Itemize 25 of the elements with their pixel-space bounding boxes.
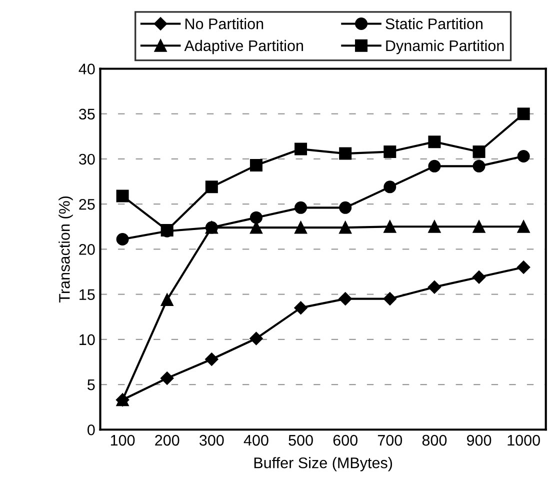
- y-tick-label: 0: [88, 424, 95, 436]
- y-axis-title: Transaction (%): [58, 196, 73, 302]
- x-tick-label: 900: [466, 434, 492, 446]
- y-tick-label: 20: [79, 244, 95, 255]
- y-tick-label: 25: [79, 198, 95, 210]
- y-tick-label: 10: [80, 334, 95, 346]
- x-tick-label: 1000: [508, 434, 540, 446]
- legend-label: No Partition: [185, 18, 264, 30]
- x-tick-label: 500: [288, 434, 313, 446]
- x-tick-label: 100: [110, 434, 135, 446]
- x-axis-title: Buffer Size (MBytes): [254, 457, 392, 472]
- x-tick-label: 200: [155, 434, 180, 446]
- x-tick-label: 300: [200, 434, 224, 446]
- legend-label: Adaptive Partition: [184, 40, 303, 54]
- y-tick-label: 15: [80, 289, 95, 300]
- y-tick-label: 30: [78, 154, 95, 165]
- legend-label: Dynamic Partition: [386, 40, 504, 54]
- legend-label: Static Partition: [386, 18, 482, 30]
- y-tick-label: 35: [78, 108, 95, 120]
- x-tick-label: 400: [244, 434, 268, 446]
- x-tick-label: 600: [333, 434, 358, 446]
- y-tick-label: 40: [78, 64, 95, 74]
- y-tick-label: 5: [88, 380, 95, 390]
- x-tick-label: 800: [422, 434, 447, 446]
- x-tick-label: 700: [378, 434, 402, 446]
